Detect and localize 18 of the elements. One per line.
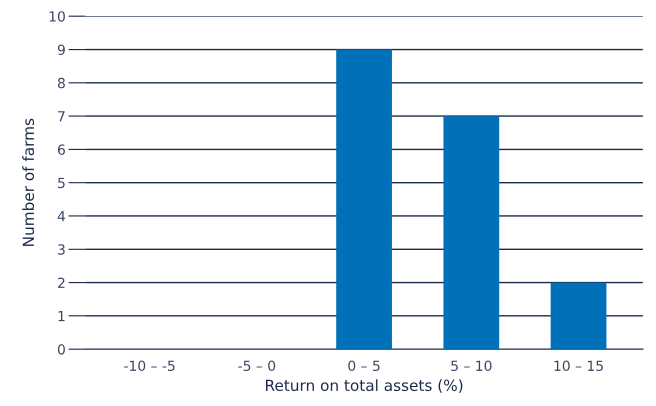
y-tick-label: 3 <box>58 244 65 255</box>
y-tick-label: 1 <box>58 311 65 322</box>
y-tick-label: 7 <box>58 111 65 122</box>
x-tick-label: -10 – -5 <box>124 360 175 372</box>
x-tick-label: 0 – 5 <box>348 360 380 372</box>
y-tick-label: 5 <box>58 178 65 188</box>
y-tick-label: 9 <box>58 44 65 56</box>
y-tick-label: 0 <box>58 344 65 355</box>
x-tick-label: 10 – 15 <box>554 360 603 372</box>
y-tick-label: 6 <box>58 144 65 155</box>
x-tick-label: -5 – 0 <box>238 360 276 372</box>
y-tick-label: 4 <box>58 211 66 222</box>
y-tick-label: 8 <box>58 78 65 88</box>
y-tick-label: 2 <box>58 278 64 288</box>
x-axis-title: Return on total assets (%) <box>266 379 462 393</box>
y-axis-title: Number of farms <box>22 118 34 246</box>
x-tick-label: 5 – 10 <box>451 360 492 372</box>
y-tick-label: 10 <box>50 11 65 22</box>
